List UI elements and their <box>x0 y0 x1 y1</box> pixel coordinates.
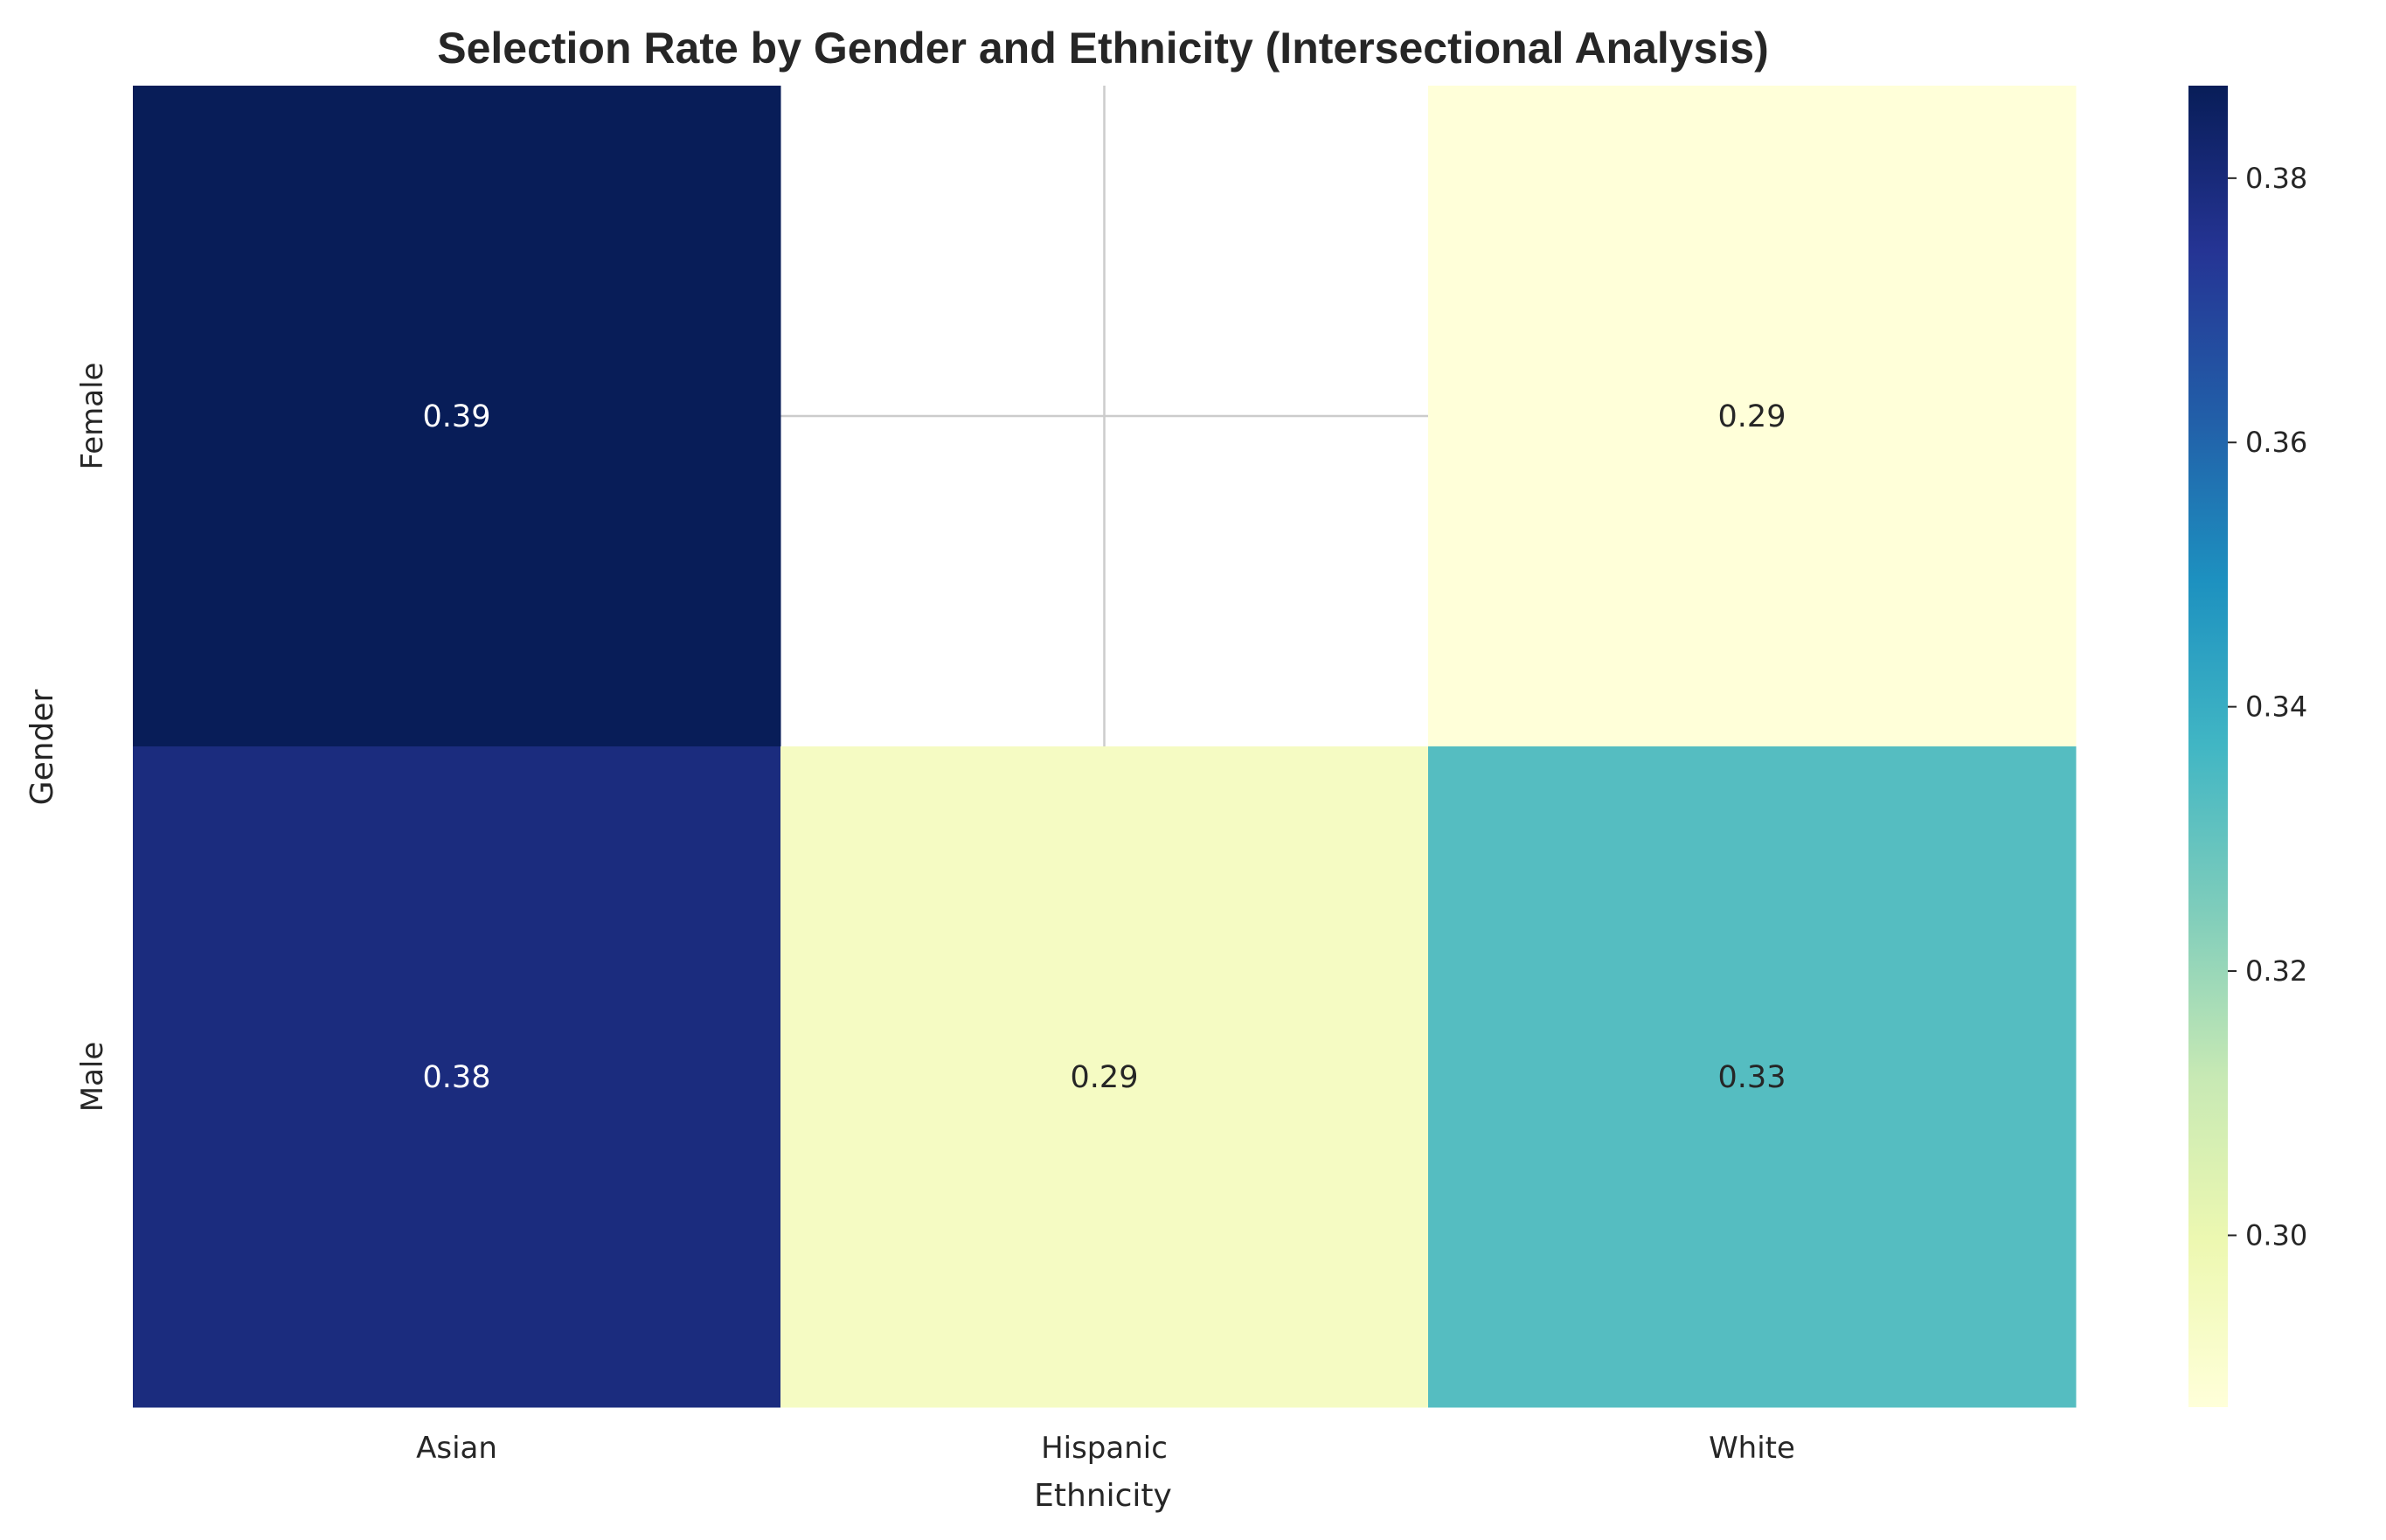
cell-value-labels: 0.39 0.29 0.38 0.29 0.33 <box>423 399 1786 1095</box>
colorbar: 0.30 0.32 0.34 0.36 0.38 <box>2188 86 2307 1407</box>
chart-title: Selection Rate by Gender and Ethnicity (… <box>437 24 1769 73</box>
colorbar-tick-label: 0.30 <box>2245 1218 2307 1252</box>
cell-value-label: 0.29 <box>1071 1060 1139 1095</box>
heatmap-cell <box>780 746 1429 1408</box>
colorbar-tick-label: 0.34 <box>2245 690 2307 724</box>
x-tick-label: White <box>1709 1431 1795 1466</box>
colorbar-tick-label: 0.38 <box>2245 162 2307 195</box>
cell-value-label: 0.33 <box>1718 1060 1786 1095</box>
heatmap-cells <box>133 86 2077 1408</box>
cell-value-label: 0.39 <box>423 399 491 434</box>
heatmap-cell <box>133 746 781 1408</box>
colorbar-tick-label: 0.32 <box>2245 954 2307 988</box>
heatmap-cell <box>133 86 781 747</box>
colorbar-gradient <box>2188 86 2228 1407</box>
x-tick-labels: Asian Hispanic White <box>416 1431 1795 1466</box>
y-axis-label: Gender <box>24 689 60 805</box>
x-axis-label: Ethnicity <box>1034 1478 1172 1514</box>
x-tick-label: Hispanic <box>1041 1431 1168 1466</box>
y-tick-label: Male <box>75 1042 110 1113</box>
colorbar-tick-label: 0.36 <box>2245 426 2307 459</box>
y-tick-labels: Female Male <box>75 363 110 1113</box>
colorbar-ticks: 0.30 0.32 0.34 0.36 0.38 <box>2228 162 2307 1252</box>
heatmap-cell <box>1428 746 2077 1408</box>
cell-value-label: 0.38 <box>423 1060 491 1095</box>
heatmap-cell <box>1428 86 2077 747</box>
cell-value-label: 0.29 <box>1718 399 1786 434</box>
x-tick-label: Asian <box>416 1431 497 1466</box>
y-tick-label: Female <box>75 363 110 470</box>
